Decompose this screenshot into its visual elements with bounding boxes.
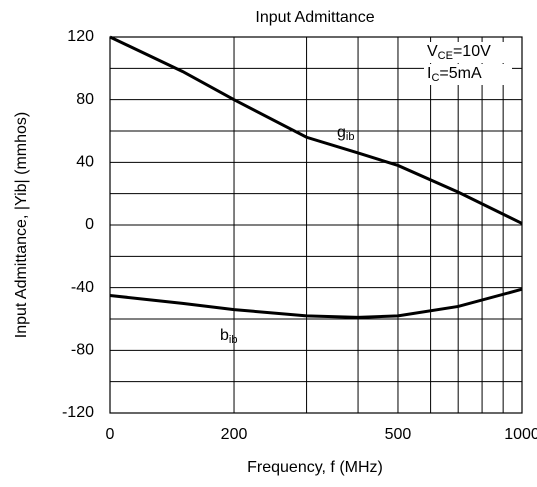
plot-frame (109, 36, 523, 414)
annotation-rest: =10V (453, 43, 491, 60)
y-tick-label: -80 (71, 342, 94, 359)
annotation-main: I (427, 65, 431, 82)
annotation-main: V (427, 43, 438, 60)
annotation-sub: C (431, 72, 439, 84)
annotation-bg (424, 64, 512, 85)
annotation: VCE=10V (427, 43, 491, 62)
chart-title: Input Admittance (255, 9, 374, 26)
annotation-sub: ib (346, 131, 355, 143)
x-tick-label: 0 (106, 426, 115, 443)
y-axis-label: Input Admittance, |Yib| (mmhos) (13, 112, 30, 338)
x-tick-label: 1000 (504, 426, 537, 443)
y-tick-label: 120 (67, 28, 94, 45)
y-tick-label: -120 (62, 404, 94, 421)
y-tick-label: 40 (76, 154, 94, 171)
annotation-sub: ib (229, 334, 238, 346)
y-tick-label: 0 (85, 216, 94, 233)
series-line (109, 35, 523, 225)
annotation-main: b (220, 327, 229, 344)
annotation-rest: =5mA (439, 65, 482, 82)
annotation: IC=5mA (427, 65, 482, 84)
annotation-bg (424, 42, 512, 63)
annotation-main: g (337, 124, 346, 141)
y-tick-label: 80 (76, 91, 94, 108)
series-line (109, 287, 523, 319)
annotation: gib (337, 124, 354, 143)
x-tick-label: 200 (221, 426, 248, 443)
x-axis-label: Frequency, f (MHz) (247, 459, 383, 476)
x-tick-label: 500 (385, 426, 412, 443)
y-tick-label: -40 (71, 279, 94, 296)
annotation: bib (220, 327, 237, 346)
annotation-sub: CE (438, 50, 453, 62)
